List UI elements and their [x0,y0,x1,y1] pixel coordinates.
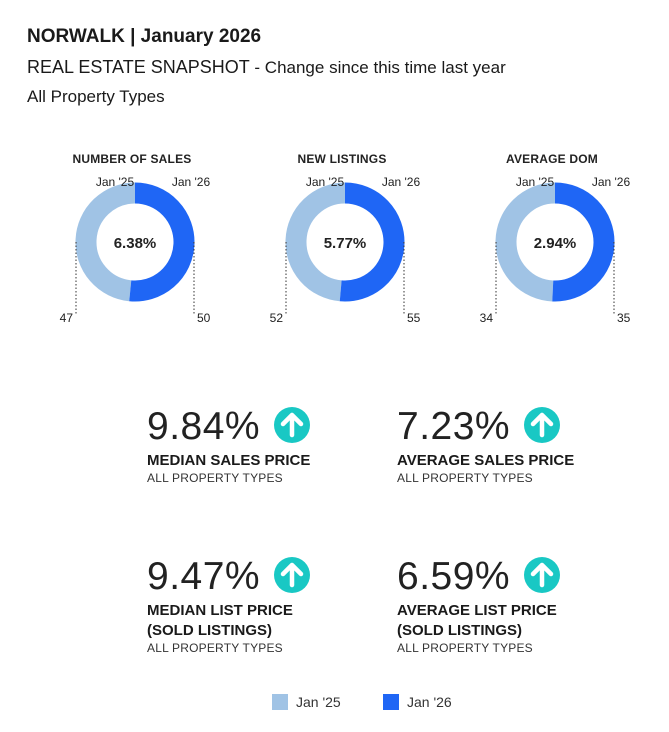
donut-left-label: Jan '25 [96,175,135,189]
donut-left-label: Jan '25 [306,175,345,189]
donut-title: NUMBER OF SALES [72,152,192,166]
up-arrow-icon [274,407,310,443]
change-note: - Change since this time last year [254,58,506,77]
donut-center-label: 5.77% [324,235,367,252]
donut-right-label: Jan '26 [382,175,421,189]
stat-median-sales-price: 9.84% MEDIAN SALES PRICE ALL PROPERTY TY… [147,404,310,486]
donut-value-jan26: 55 [407,311,421,325]
donut-chart: NEW LISTINGS 5.77% Jan '25 Jan '26 52 55 [270,150,467,340]
legend-label: Jan '25 [296,694,341,710]
report-header: NORWALK | January 2026 REAL ESTATE SNAPS… [27,24,506,109]
stat-label: MEDIAN LIST PRICE [147,602,293,619]
donut-value-jan25: 34 [480,311,494,325]
donut-svg: 5.77% Jan '25 Jan '26 52 55 [270,175,421,325]
stat-label: AVERAGE SALES PRICE [397,452,575,469]
donut-svg: 6.38% Jan '25 Jan '26 47 50 [60,175,211,325]
stat-median-list-price: 9.47% MEDIAN LIST PRICE (SOLD LISTINGS) … [147,554,310,656]
donut-slice-jan26 [129,182,195,302]
stat-value: 6.59% [397,555,511,598]
donut-chart: NUMBER OF SALES 6.38% Jan '25 Jan '26 47 50 [60,150,257,340]
legend-swatch [383,694,399,710]
donut-slice-jan25 [75,182,136,302]
donut-slice-jan26 [552,182,615,302]
donut-title: AVERAGE DOM [506,152,598,166]
stat-subtitle: ALL PROPERTY TYPES [397,641,533,655]
property-types-label: All Property Types [27,87,165,106]
stat-subtitle: ALL PROPERTY TYPES [397,471,533,485]
donut-right-label: Jan '26 [172,175,211,189]
donut-value-jan26: 50 [197,311,211,325]
stat-label: MEDIAN SALES PRICE [147,452,311,469]
donut-title: NEW LISTINGS [297,152,387,166]
snapshot-label: REAL ESTATE SNAPSHOT [27,57,250,77]
stat-average-list-price: 6.59% AVERAGE LIST PRICE (SOLD LISTINGS)… [397,554,560,656]
donut-slice-jan26 [339,182,405,302]
donut-value-jan25: 52 [270,311,284,325]
stat-label-line2: (SOLD LISTINGS) [147,622,272,639]
legend-label: Jan '26 [407,694,452,710]
donut-slice-jan25 [285,182,346,302]
report-title: NORWALK | January 2026 [27,26,262,47]
donut-value-jan26: 35 [617,311,631,325]
stat-average-sales-price: 7.23% AVERAGE SALES PRICE ALL PROPERTY T… [397,404,574,486]
chart-legend: Jan '25 Jan '26 [0,692,669,714]
legend-swatch [272,694,288,710]
stat-subtitle: ALL PROPERTY TYPES [147,471,283,485]
up-arrow-icon [274,557,310,593]
stat-value: 7.23% [397,405,511,448]
stat-value: 9.47% [147,555,261,598]
donut-value-jan25: 47 [60,311,74,325]
stat-subtitle: ALL PROPERTY TYPES [147,641,283,655]
donut-left-label: Jan '25 [516,175,555,189]
donut-right-label: Jan '26 [592,175,631,189]
up-arrow-icon [524,557,560,593]
donut-chart: AVERAGE DOM 2.94% Jan '25 Jan '26 34 35 [480,150,669,340]
stat-value: 9.84% [147,405,261,448]
donut-center-label: 2.94% [534,235,577,252]
up-arrow-icon [524,407,560,443]
donut-svg: 2.94% Jan '25 Jan '26 34 35 [480,175,631,325]
snapshot-line: REAL ESTATE SNAPSHOT - Change since this… [27,55,506,80]
stat-label: AVERAGE LIST PRICE [397,602,557,619]
stat-label-line2: (SOLD LISTINGS) [397,622,522,639]
donut-center-label: 6.38% [114,235,157,252]
donut-slice-jan25 [495,182,556,302]
